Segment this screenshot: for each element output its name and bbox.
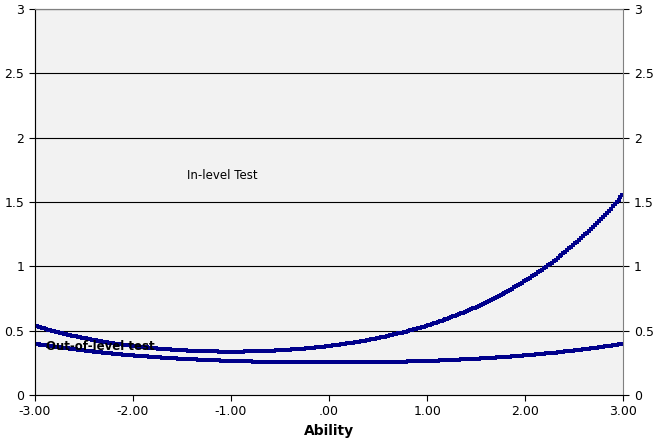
Text: Out-of-level test: Out-of-level test	[46, 340, 155, 353]
Text: In-level Test: In-level Test	[187, 169, 257, 182]
X-axis label: Ability: Ability	[304, 424, 354, 438]
